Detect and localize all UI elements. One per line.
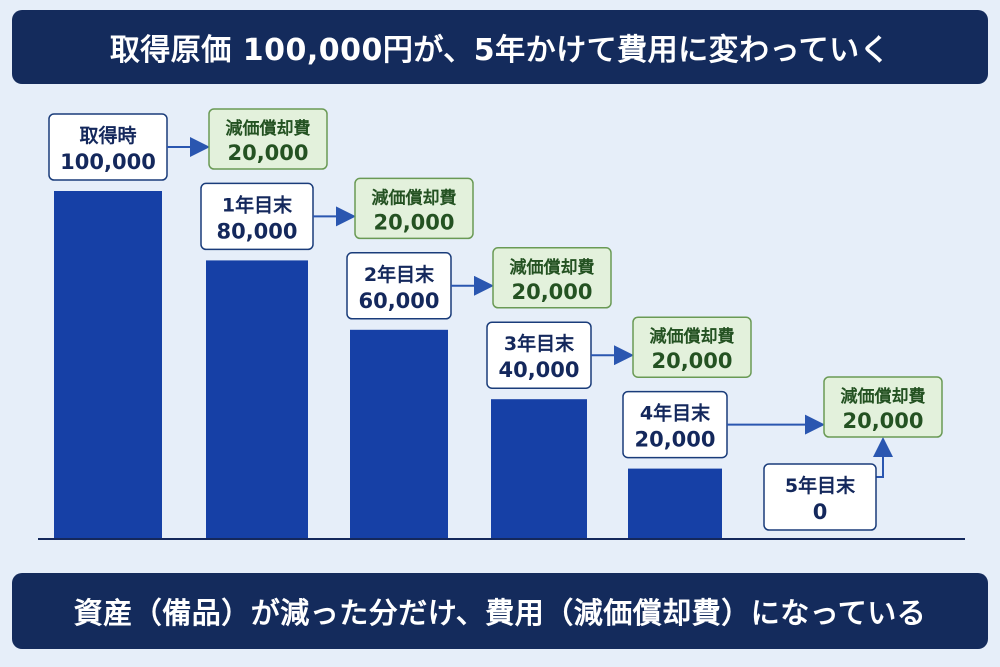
expense-value-1: 20,000 <box>373 210 454 234</box>
page-title: 取得原価 100,000円が、5年かけて費用に変わっていく <box>12 10 988 84</box>
expense-value-0: 20,000 <box>227 141 308 165</box>
value-label-2: 60,000 <box>358 289 439 313</box>
value-label-0: 100,000 <box>60 150 156 174</box>
value-label-box-5 <box>763 463 877 531</box>
bar-3 <box>491 399 587 538</box>
expense-box-3 <box>632 316 752 378</box>
value-label-3: 40,000 <box>498 358 579 382</box>
value-label-4: 20,000 <box>634 428 715 452</box>
category-label-1: 1年目末 <box>222 193 293 216</box>
arrow-up-final <box>873 437 893 478</box>
category-label-0: 取得時 <box>79 124 136 147</box>
bar-1 <box>206 260 308 538</box>
bar-2 <box>350 329 448 538</box>
expense-label-1: 減価償却費 <box>372 187 457 208</box>
category-label-4: 4年目末 <box>640 402 711 425</box>
expense-label-3: 減価償却費 <box>650 326 735 347</box>
expense-box-0 <box>208 108 328 170</box>
expense-box-1 <box>354 177 474 240</box>
expense-value-4: 20,000 <box>842 409 923 433</box>
category-label-3: 3年目末 <box>504 332 575 355</box>
expense-label-4: 減価償却費 <box>841 386 926 407</box>
category-label-5: 5年目末 <box>785 474 856 497</box>
expense-label-2: 減価償却費 <box>510 257 595 278</box>
expense-box-2 <box>492 247 612 309</box>
footer-summary: 資産（備品）が減った分だけ、費用（減価償却費）になっている <box>12 573 988 649</box>
expense-label-0: 減価償却費 <box>226 118 311 139</box>
category-label-2: 2年目末 <box>364 263 435 286</box>
expense-value-2: 20,000 <box>511 280 592 304</box>
bar-4 <box>628 468 722 538</box>
expense-box-4 <box>823 376 943 438</box>
bar-0 <box>54 191 162 538</box>
value-label-1: 80,000 <box>216 219 297 243</box>
expense-value-3: 20,000 <box>651 349 732 373</box>
value-label-5: 0 <box>813 500 828 524</box>
